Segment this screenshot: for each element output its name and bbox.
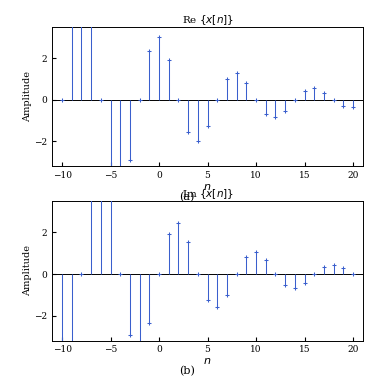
Title: Im $\{x[n]\}$: Im $\{x[n]\}$ [182,187,233,201]
Y-axis label: Amplitude: Amplitude [22,245,31,296]
X-axis label: $n$: $n$ [203,182,212,192]
Text: (b): (b) [179,366,195,377]
Y-axis label: Amplitude: Amplitude [22,71,31,122]
Text: (a): (a) [179,192,195,202]
X-axis label: $n$: $n$ [203,356,212,366]
Title: Re $\{x[n]\}$: Re $\{x[n]\}$ [182,13,233,27]
